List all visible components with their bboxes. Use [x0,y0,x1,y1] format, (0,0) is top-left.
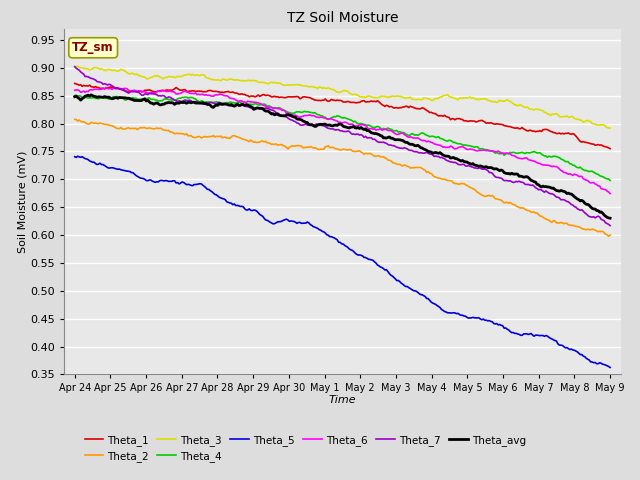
Theta_3 [74,63,81,69]
Theta_2 [230,133,238,139]
Theta_5 [74,153,81,159]
Theta_2 [71,117,79,122]
Theta_7 [136,91,144,96]
Theta_2 [605,233,612,239]
Line: Theta_6: Theta_6 [75,87,610,193]
Theta_4 [138,96,146,102]
Theta_5 [578,352,586,358]
Theta_5 [307,222,314,228]
Theta_avg [606,216,614,221]
Theta_6 [138,89,146,95]
Theta_2 [136,125,144,131]
Line: Theta_4: Theta_4 [75,96,610,180]
Theta_1 [305,95,313,100]
Theta_1 [577,139,584,144]
Theta_avg [307,122,314,128]
Theta_7 [71,64,79,70]
Theta_4 [250,102,257,108]
Line: Theta_7: Theta_7 [75,67,610,226]
Theta_6 [232,97,239,103]
Theta_5 [259,213,266,219]
Theta_4 [259,102,266,108]
Line: Theta_avg: Theta_avg [75,95,610,218]
Theta_avg [259,106,266,111]
Theta_2 [248,138,256,144]
Theta_1 [71,81,79,86]
Theta_3 [578,118,586,123]
Theta_7 [248,104,256,110]
Theta_2 [305,144,313,150]
Line: Theta_3: Theta_3 [75,66,610,128]
Theta_7 [305,122,313,128]
Theta_4 [307,109,314,115]
Theta_6 [102,84,110,90]
Theta_7 [230,103,238,108]
Theta_3 [232,77,239,83]
Legend: Theta_1, Theta_2, Theta_3, Theta_4, Theta_5, Theta_6, Theta_7, Theta_avg: Theta_1, Theta_2, Theta_3, Theta_4, Thet… [81,431,530,466]
Theta_3 [250,78,257,84]
Theta_1 [230,90,238,96]
Theta_avg [250,107,257,112]
Theta_6 [578,173,586,179]
Theta_5 [606,365,614,371]
Theta_5 [250,207,257,213]
Theta_2 [257,138,265,144]
Theta_7 [257,106,265,111]
Text: TZ_sm: TZ_sm [72,41,114,54]
Theta_1 [606,146,614,152]
Theta_6 [71,87,79,93]
Y-axis label: Soil Moisture (mV): Soil Moisture (mV) [17,150,28,253]
X-axis label: Time: Time [328,395,356,405]
Theta_avg [578,197,586,203]
Theta_3 [307,84,314,90]
Theta_5 [232,203,239,208]
Theta_4 [606,178,614,183]
Theta_4 [578,166,586,172]
Theta_avg [138,97,146,103]
Theta_5 [138,175,146,181]
Theta_3 [71,64,79,70]
Theta_5 [71,154,79,159]
Theta_avg [71,94,79,100]
Theta_4 [72,93,80,98]
Theta_3 [138,73,146,79]
Theta_1 [257,93,265,98]
Theta_6 [259,102,266,108]
Title: TZ Soil Moisture: TZ Soil Moisture [287,11,398,25]
Theta_2 [577,225,584,230]
Line: Theta_5: Theta_5 [75,156,610,368]
Theta_7 [606,223,614,228]
Theta_3 [606,125,614,131]
Theta_3 [259,80,266,85]
Line: Theta_2: Theta_2 [75,120,610,236]
Theta_avg [87,92,95,98]
Line: Theta_1: Theta_1 [75,84,610,149]
Theta_6 [307,112,314,118]
Theta_6 [250,99,257,105]
Theta_6 [606,191,614,196]
Theta_2 [606,232,614,238]
Theta_avg [232,103,239,108]
Theta_1 [136,88,144,94]
Theta_1 [248,93,256,99]
Theta_7 [577,207,584,213]
Theta_4 [71,93,79,98]
Theta_4 [232,100,239,106]
